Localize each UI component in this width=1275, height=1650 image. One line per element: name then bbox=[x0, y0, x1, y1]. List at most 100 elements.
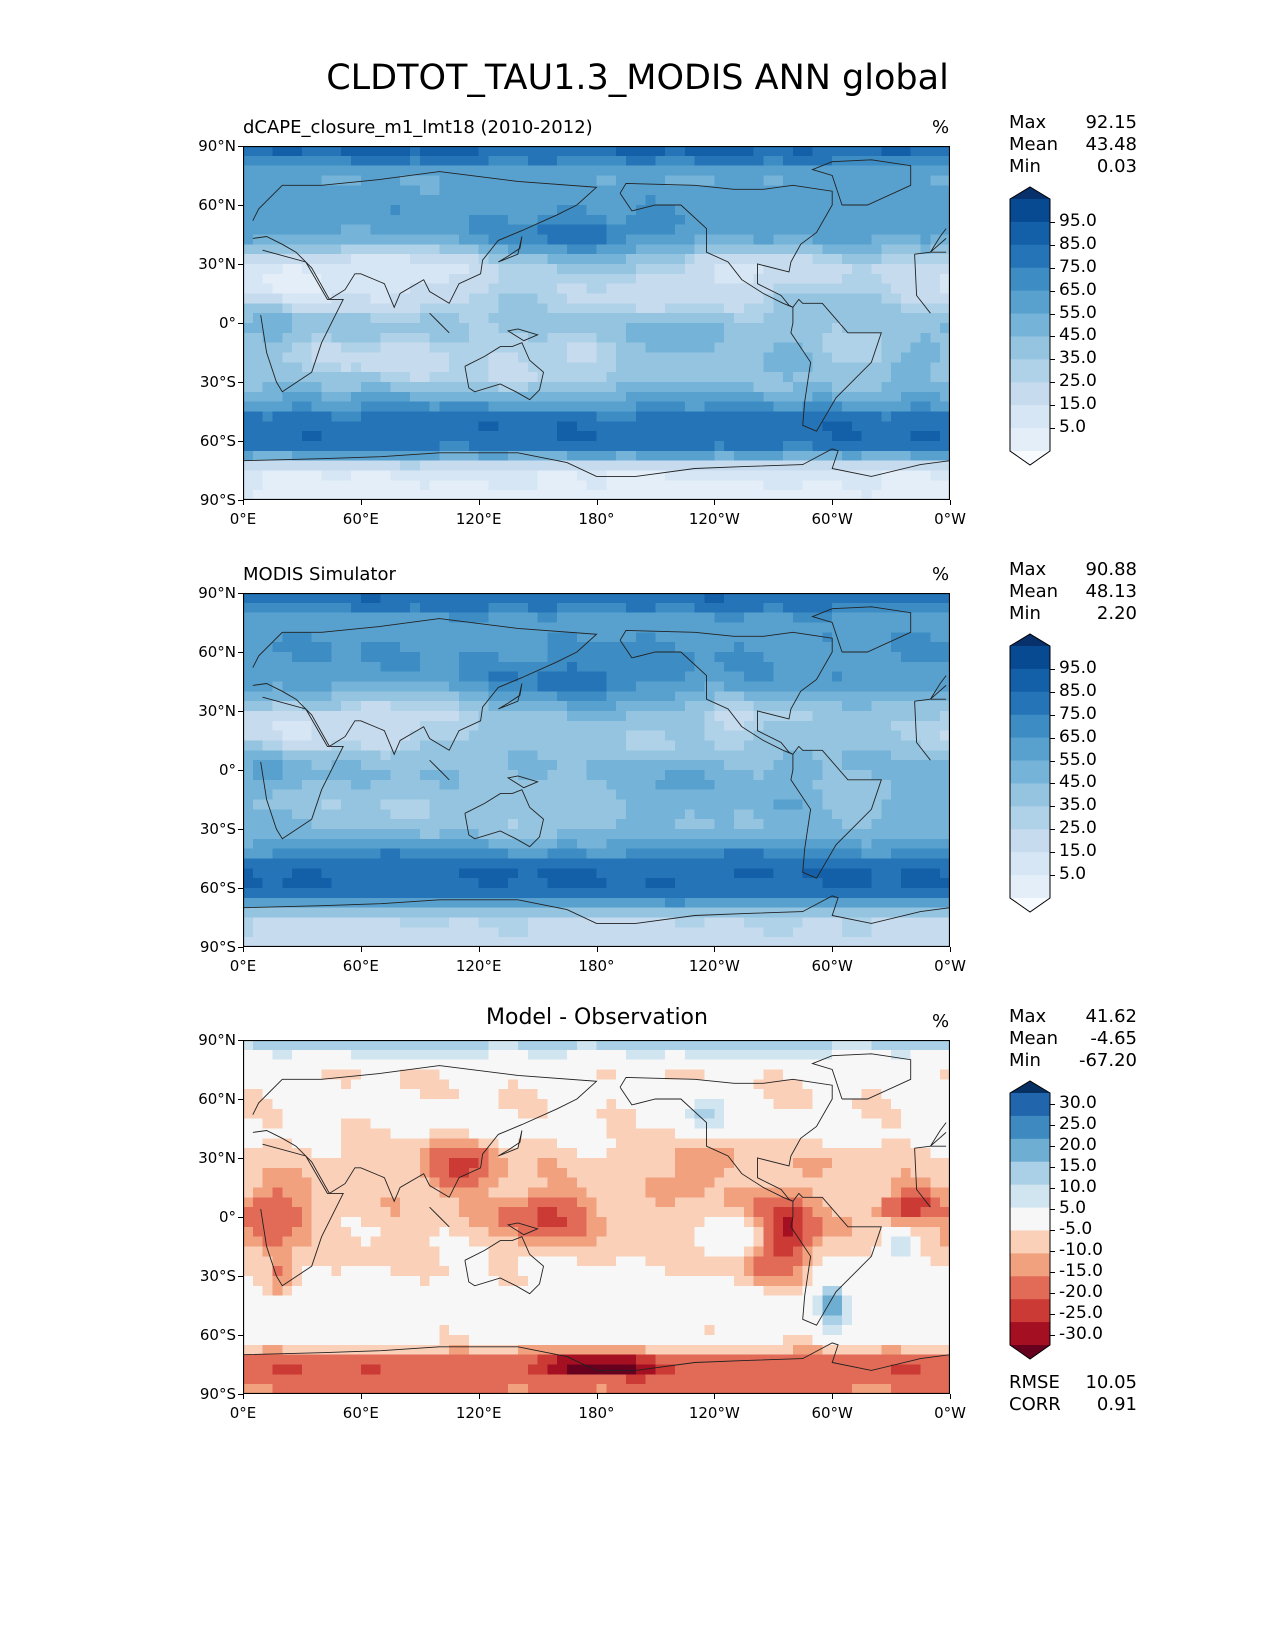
field-cell bbox=[625, 671, 637, 683]
field-cell bbox=[635, 661, 647, 673]
field-cell bbox=[891, 254, 902, 265]
field-cell bbox=[625, 799, 637, 810]
field-cell bbox=[930, 332, 941, 344]
field-cell bbox=[655, 313, 666, 324]
field-cell bbox=[586, 691, 598, 702]
field-cell bbox=[792, 622, 804, 633]
field-cell bbox=[243, 431, 254, 442]
field-cell bbox=[380, 352, 391, 363]
field-cell bbox=[390, 470, 401, 481]
field-cell bbox=[900, 401, 912, 413]
field-cell bbox=[341, 760, 352, 771]
field-cell bbox=[783, 701, 794, 712]
field-cell bbox=[360, 470, 372, 481]
field-cell bbox=[351, 323, 362, 334]
field-cell bbox=[822, 254, 833, 265]
field-cell bbox=[841, 234, 853, 245]
field-cell bbox=[841, 411, 853, 422]
field-cell bbox=[645, 652, 657, 663]
field-cell bbox=[272, 332, 283, 344]
field-cell bbox=[478, 897, 490, 909]
field-cell bbox=[704, 799, 715, 810]
field-cell bbox=[567, 868, 578, 879]
field-cell bbox=[292, 264, 303, 275]
field-cell bbox=[419, 283, 431, 295]
field-cell bbox=[537, 622, 548, 633]
y-tick-mark bbox=[238, 323, 243, 324]
field-cell bbox=[812, 888, 823, 899]
field-cell bbox=[675, 195, 686, 206]
field-cell bbox=[920, 273, 931, 285]
field-cell bbox=[655, 652, 666, 663]
field-cell bbox=[498, 421, 509, 432]
field-cell bbox=[920, 760, 931, 771]
field-cell bbox=[684, 760, 696, 771]
field-cell bbox=[301, 612, 313, 624]
field-cell bbox=[724, 671, 735, 683]
field-cell bbox=[802, 421, 814, 432]
field-cell bbox=[783, 470, 794, 481]
field-cell bbox=[390, 293, 401, 304]
field-cell bbox=[400, 313, 411, 324]
field-cell bbox=[606, 273, 617, 285]
field-cell bbox=[517, 155, 529, 167]
field-cell bbox=[635, 372, 647, 383]
field-cell bbox=[449, 838, 460, 850]
field-cell bbox=[753, 342, 765, 354]
field-cell bbox=[635, 205, 647, 216]
field-cell bbox=[537, 401, 548, 413]
field-cell bbox=[508, 244, 519, 255]
field-cell bbox=[459, 332, 470, 344]
field-cell bbox=[694, 146, 706, 157]
field-cell bbox=[940, 382, 950, 393]
field-cell bbox=[743, 858, 755, 869]
field-cell bbox=[557, 382, 568, 393]
field-cell bbox=[665, 760, 676, 771]
field-cell bbox=[891, 362, 902, 373]
field-cell bbox=[282, 224, 293, 236]
field-cell bbox=[625, 480, 637, 491]
field-cell bbox=[351, 809, 362, 820]
field-cell bbox=[675, 421, 686, 432]
field-cell bbox=[743, 431, 755, 442]
field-cell bbox=[380, 799, 391, 810]
field-cell bbox=[832, 642, 843, 653]
field-cell bbox=[488, 264, 499, 275]
field-cell bbox=[439, 470, 450, 481]
field-cell bbox=[459, 372, 470, 383]
field-cell bbox=[488, 480, 499, 491]
field-cell bbox=[282, 372, 293, 383]
field-cell bbox=[478, 303, 490, 314]
field-cell bbox=[459, 888, 470, 899]
field-cell bbox=[694, 244, 706, 255]
field-cell bbox=[792, 838, 804, 850]
field-cell bbox=[468, 681, 480, 692]
field-cell bbox=[635, 789, 647, 801]
field-cell bbox=[498, 612, 509, 624]
field-cell bbox=[459, 819, 470, 830]
field-cell bbox=[557, 888, 568, 899]
field-cell bbox=[900, 362, 912, 373]
field-cell bbox=[930, 612, 941, 624]
field-cell bbox=[891, 878, 902, 889]
field-cell bbox=[576, 622, 588, 633]
field-cell bbox=[812, 382, 823, 393]
field-cell bbox=[694, 362, 706, 373]
field-cell bbox=[341, 155, 352, 167]
field-cell bbox=[635, 760, 647, 771]
field-cell bbox=[262, 740, 274, 751]
field-cell bbox=[370, 283, 382, 295]
field-cell bbox=[439, 313, 450, 324]
field-cell bbox=[802, 401, 814, 413]
field-cell bbox=[380, 490, 391, 500]
field-cell bbox=[311, 868, 323, 879]
field-cell bbox=[272, 224, 283, 236]
field-cell bbox=[871, 214, 882, 226]
field-cell bbox=[920, 411, 931, 422]
field-cell bbox=[478, 858, 490, 869]
field-cell bbox=[282, 342, 293, 354]
field-cell bbox=[557, 362, 568, 373]
field-cell bbox=[714, 431, 725, 442]
field-cell bbox=[517, 470, 529, 481]
field-cell bbox=[606, 632, 617, 643]
